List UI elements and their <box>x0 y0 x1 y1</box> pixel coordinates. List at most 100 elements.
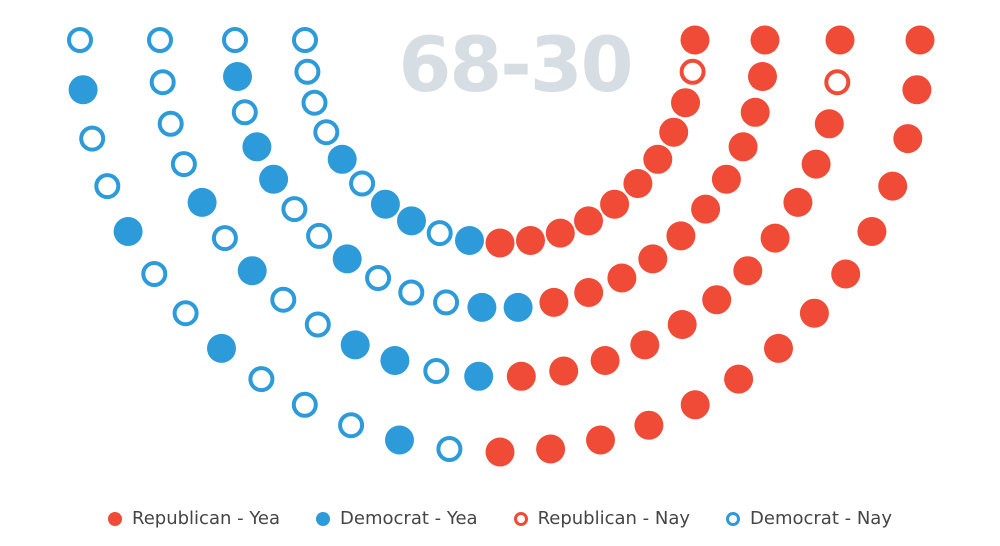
seat-democrat-yea <box>385 425 414 455</box>
seat-republican-yea <box>630 330 660 360</box>
seat-republican-yea <box>764 333 793 363</box>
seat-republican-yea <box>893 124 923 154</box>
seat-row-4 <box>292 25 710 258</box>
seat-republican-yea <box>607 263 637 293</box>
seat-democrat-yea <box>397 206 426 236</box>
seat-democrat-nay <box>349 170 376 197</box>
seat-republican-yea <box>750 25 780 55</box>
seat-democrat-yea <box>332 244 362 274</box>
seat-republican-yea <box>702 285 732 315</box>
seat-democrat-nay <box>157 110 184 137</box>
seat-republican-yea <box>539 287 569 317</box>
seat-republican-yea <box>814 109 844 139</box>
seat-republican-yea <box>691 194 721 224</box>
seat-democrat-nay <box>172 300 199 327</box>
seat-democrat-nay <box>304 311 331 338</box>
seat-democrat-nay <box>423 358 450 384</box>
seat-republican-yea <box>740 97 770 127</box>
seat-republican-yea <box>902 75 932 105</box>
seat-democrat-nay <box>67 27 93 53</box>
seat-republican-yea <box>666 221 696 251</box>
seat-republican-yea <box>634 410 664 440</box>
seat-republican-yea <box>516 226 545 255</box>
seat-democrat-nay <box>231 99 258 126</box>
legend-item-democrat-yea: Democrat - Yea <box>316 508 478 529</box>
seat-republican-yea <box>485 228 515 258</box>
seat-democrat-yea <box>223 62 252 91</box>
seat-democrat-yea <box>207 333 236 363</box>
legend-swatch-republican-nay <box>513 511 528 526</box>
seat-republican-yea <box>667 310 697 339</box>
seat-row-1 <box>67 25 935 467</box>
legend-item-republican-nay: Republican - Nay <box>513 508 690 529</box>
seat-democrat-yea <box>464 361 494 391</box>
seat-republican-yea <box>801 149 831 179</box>
seat-democrat-nay <box>141 261 168 287</box>
seat-democrat-nay <box>426 220 453 247</box>
seat-democrat-nay <box>211 225 238 252</box>
seat-democrat-yea <box>242 132 272 162</box>
seat-republican-yea <box>878 171 908 201</box>
seat-democrat-nay <box>292 27 318 53</box>
legend-label-republican-yea: Republican - Yea <box>132 508 281 529</box>
seat-democrat-nay <box>79 125 106 152</box>
seat-republican-yea <box>638 244 668 274</box>
seat-republican-yea <box>574 206 603 236</box>
seat-democrat-yea <box>68 75 98 105</box>
seat-republican-yea <box>680 25 710 55</box>
seat-democrat-yea <box>187 187 217 217</box>
seat-democrat-yea <box>380 346 410 375</box>
seat-republican-yea <box>905 25 935 55</box>
seat-republican-yea <box>623 169 653 198</box>
seat-republican-yea <box>783 187 813 217</box>
seat-republican-yea <box>748 62 777 91</box>
seat-row-2 <box>147 25 855 391</box>
seat-democrat-nay <box>291 391 318 418</box>
seat-republican-yea <box>671 88 700 118</box>
seat-republican-yea <box>545 218 575 248</box>
seat-democrat-nay <box>436 436 463 462</box>
seat-republican-yea <box>831 259 861 289</box>
seat-republican-yea <box>724 364 754 394</box>
seat-democrat-nay <box>270 286 297 313</box>
legend-swatch-democrat-yea <box>316 511 331 526</box>
seat-democrat-nay <box>94 173 121 200</box>
legend-item-democrat-nay: Democrat - Nay <box>726 508 892 529</box>
seat-republican-yea <box>485 437 515 467</box>
seat-democrat-nay <box>147 27 173 53</box>
seat-republican-yea <box>728 132 758 162</box>
vote-tally-title: 68-30 <box>398 20 633 109</box>
seat-republican-yea <box>733 256 763 286</box>
seat-row-3 <box>222 25 780 322</box>
legend-swatch-democrat-nay <box>726 511 741 526</box>
seat-republican-yea <box>600 189 630 219</box>
seat-republican-yea <box>825 25 855 55</box>
seat-republican-yea <box>711 164 741 194</box>
seat-democrat-nay <box>338 412 365 439</box>
seat-democrat-yea <box>237 256 267 286</box>
seat-democrat-yea <box>340 330 370 360</box>
seat-republican-yea <box>549 356 579 386</box>
seat-republican-nay <box>679 58 706 85</box>
seat-democrat-nay <box>398 279 425 306</box>
seat-democrat-nay <box>149 69 176 96</box>
seat-democrat-nay <box>433 289 460 316</box>
seat-democrat-yea <box>503 292 533 322</box>
legend: Republican - Yea Democrat - Yea Republic… <box>0 508 1000 529</box>
seat-democrat-nay <box>248 366 275 393</box>
legend-swatch-republican-yea <box>108 511 123 526</box>
seat-republican-yea <box>857 217 887 246</box>
seat-democrat-yea <box>113 217 143 246</box>
seat-democrat-nay <box>306 222 333 249</box>
seat-republican-yea <box>586 425 615 455</box>
seat-democrat-yea <box>327 144 357 174</box>
legend-label-democrat-yea: Democrat - Yea <box>340 508 478 529</box>
legend-item-republican-yea: Republican - Yea <box>108 508 280 529</box>
seat-democrat-yea <box>455 226 484 255</box>
seat-democrat-yea <box>259 164 289 194</box>
seat-democrat-nay <box>313 119 340 146</box>
legend-label-democrat-nay: Democrat - Nay <box>750 508 892 529</box>
seat-republican-yea <box>536 434 566 464</box>
